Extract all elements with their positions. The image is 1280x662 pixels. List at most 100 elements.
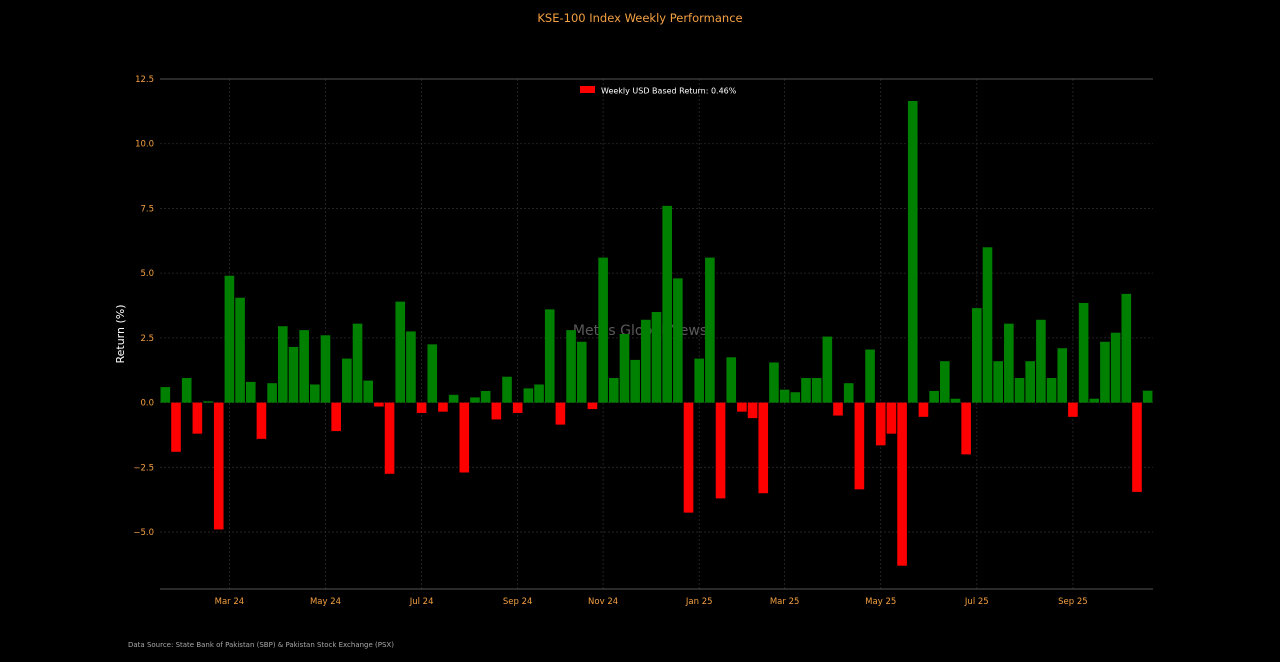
bar-week-61	[801, 378, 811, 403]
bar-week-80	[1004, 323, 1014, 403]
x-tick-label: Jul 24	[409, 597, 434, 607]
bar-week-4	[192, 402, 203, 434]
watermark: Mettis Global News	[573, 323, 707, 339]
y-tick-label: −2.5	[133, 463, 154, 473]
y-tick-label: 2.5	[140, 334, 154, 344]
bar-week-41	[587, 402, 598, 410]
bar-week-34	[512, 402, 523, 413]
bar-week-37	[544, 309, 555, 403]
bar-week-38	[555, 402, 566, 425]
bar-week-83	[1036, 319, 1046, 403]
bar-week-46	[641, 319, 651, 403]
x-tick-label: Jul 25	[964, 597, 989, 607]
bar-week-58	[769, 362, 779, 403]
y-tick-label: 7.5	[140, 204, 154, 214]
chart-title: KSE-100 Index Weekly Performance	[537, 11, 742, 25]
bar-week-73	[929, 390, 939, 403]
bar-week-79	[993, 361, 1003, 403]
y-axis-label: Return (%)	[114, 304, 127, 363]
bar-week-85	[1057, 348, 1068, 403]
bar-week-68	[875, 402, 886, 446]
bar-week-50	[683, 402, 694, 513]
bars	[160, 101, 1153, 566]
bar-week-55	[737, 402, 747, 412]
x-tick-label: Sep 24	[503, 597, 533, 607]
bar-week-70	[897, 402, 907, 566]
bar-week-49	[673, 278, 683, 403]
bar-week-28	[448, 394, 459, 403]
bar-week-82	[1025, 361, 1036, 403]
bar-week-18	[342, 358, 352, 403]
bar-week-63	[822, 336, 833, 403]
bar-week-11	[267, 383, 277, 403]
bar-week-3	[181, 378, 192, 403]
x-tick-labels: Mar 24 May 24 Jul 24 Sep 24 Nov 24 Jan 25 Mar …	[215, 597, 1088, 607]
bar-week-93	[1142, 390, 1153, 403]
bar-week-45	[630, 359, 640, 403]
bar-week-6	[213, 402, 224, 530]
bar-week-7	[224, 275, 235, 403]
bar-week-30	[470, 397, 480, 403]
bar-week-54	[726, 357, 737, 403]
bar-week-9	[245, 381, 256, 403]
bar-week-22	[384, 402, 395, 474]
bar-week-42	[598, 257, 608, 403]
bar-week-65	[843, 383, 854, 403]
y-tick-label: −5.0	[133, 528, 154, 538]
bar-week-43	[608, 378, 619, 403]
y-tick-label: 5.0	[140, 269, 154, 279]
bar-week-51	[694, 358, 705, 403]
bar-week-40	[576, 341, 587, 403]
bar-week-21	[374, 402, 384, 407]
bar-week-81	[1014, 378, 1025, 403]
bar-week-67	[865, 349, 875, 403]
bar-week-26	[427, 344, 438, 403]
bar-week-66	[854, 402, 865, 490]
bar-week-72	[918, 402, 929, 417]
legend-swatch	[580, 86, 595, 93]
bar-week-14	[299, 330, 309, 403]
bar-week-78	[982, 247, 993, 403]
x-tick-label: May 24	[310, 597, 341, 607]
bar-week-32	[491, 402, 502, 420]
bar-week-89	[1100, 341, 1110, 403]
x-tick-label: Mar 24	[215, 597, 245, 607]
bar-week-87	[1078, 302, 1089, 403]
data-source-note: Data Source: State Bank of Pakistan (SBP…	[128, 641, 394, 649]
y-tick-label: 10.0	[135, 140, 154, 150]
bar-week-90	[1110, 332, 1121, 403]
bar-week-88	[1089, 398, 1100, 403]
bar-week-36	[534, 384, 544, 403]
x-tick-label: Jan 25	[685, 597, 713, 607]
x-tick-label: May 25	[865, 597, 896, 607]
axes	[160, 78, 1153, 590]
bar-week-53	[715, 402, 726, 499]
bar-week-52	[705, 257, 715, 403]
bar-week-57	[758, 402, 769, 494]
bar-week-8	[235, 297, 245, 403]
bar-week-16	[320, 335, 331, 403]
bar-week-60	[790, 392, 801, 403]
bar-week-59	[779, 389, 790, 403]
x-tick-label: Sep 25	[1058, 597, 1088, 607]
bar-week-17	[331, 402, 341, 432]
bar-week-62	[811, 378, 822, 403]
x-tick-label: Mar 25	[770, 597, 800, 607]
x-tick-label: Nov 24	[588, 597, 618, 607]
bar-week-69	[886, 402, 897, 434]
bar-week-29	[459, 402, 470, 473]
bar-week-48	[662, 205, 672, 403]
bar-week-86	[1068, 402, 1078, 417]
bar-week-75	[950, 398, 961, 403]
bar-week-64	[833, 402, 843, 416]
bar-week-19	[352, 323, 363, 403]
bar-week-56	[747, 402, 758, 419]
bar-week-71	[907, 101, 918, 403]
bar-week-84	[1046, 378, 1057, 403]
bar-week-33	[502, 376, 512, 403]
bar-week-31	[480, 390, 491, 403]
bar-week-74	[939, 361, 950, 403]
y-tick-label: 0.0	[140, 399, 154, 409]
y-tick-labels: −5.0 −2.5 0.0 2.5 5.0 7.5 10.0 12.5	[133, 75, 154, 538]
